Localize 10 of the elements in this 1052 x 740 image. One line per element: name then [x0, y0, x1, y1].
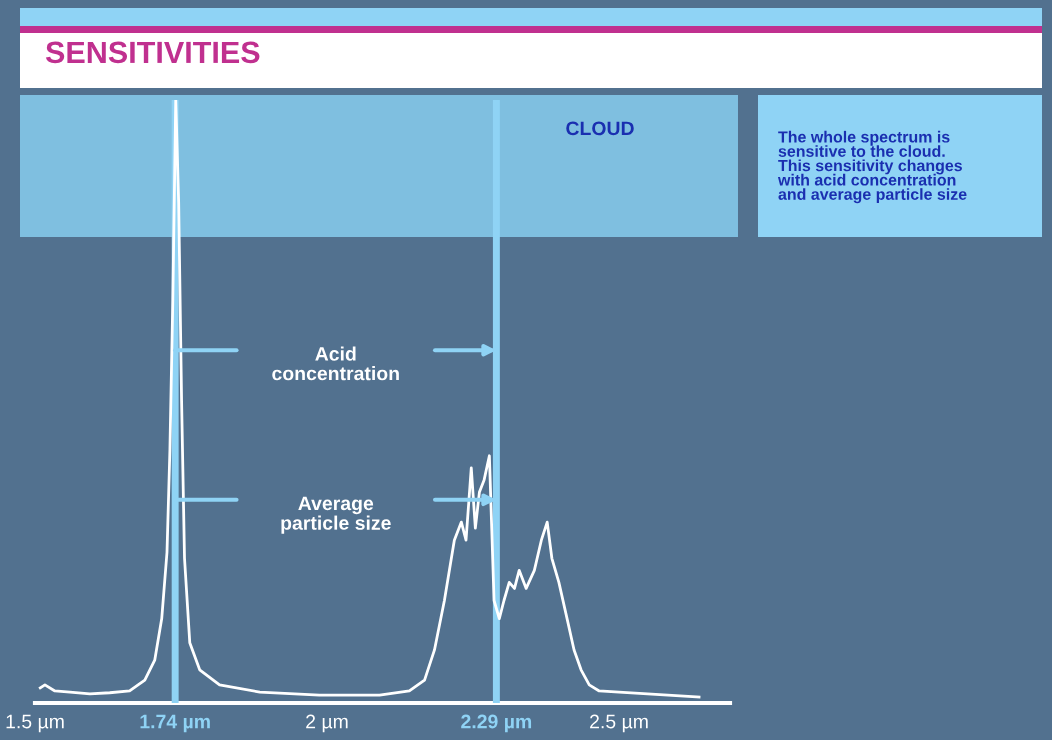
text: The whole spectrum is sensitive to the cloud. This sensitivity changes with acid concentration and average particle size	[777, 130, 967, 204]
x-tick-label: 2.5 µm	[590, 714, 648, 733]
x-tick-label: 2 µm	[306, 714, 348, 733]
x-tick-label: 1.74 µm	[140, 714, 210, 733]
x-tick-label: 1.5 µm	[6, 714, 64, 733]
annotation: CLOUD	[566, 121, 634, 136]
annotation: Acid concentration	[272, 346, 399, 381]
chart-title: SENSITIVITIES	[45, 41, 260, 64]
annotation: Average particle size	[281, 496, 391, 534]
x-tick-label: 2.29 µm	[461, 714, 532, 733]
